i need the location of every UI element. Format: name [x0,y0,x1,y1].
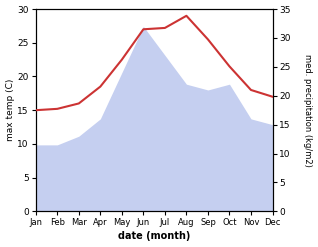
X-axis label: date (month): date (month) [118,231,190,242]
Y-axis label: med. precipitation (kg/m2): med. precipitation (kg/m2) [303,54,313,167]
Y-axis label: max temp (C): max temp (C) [5,79,15,141]
